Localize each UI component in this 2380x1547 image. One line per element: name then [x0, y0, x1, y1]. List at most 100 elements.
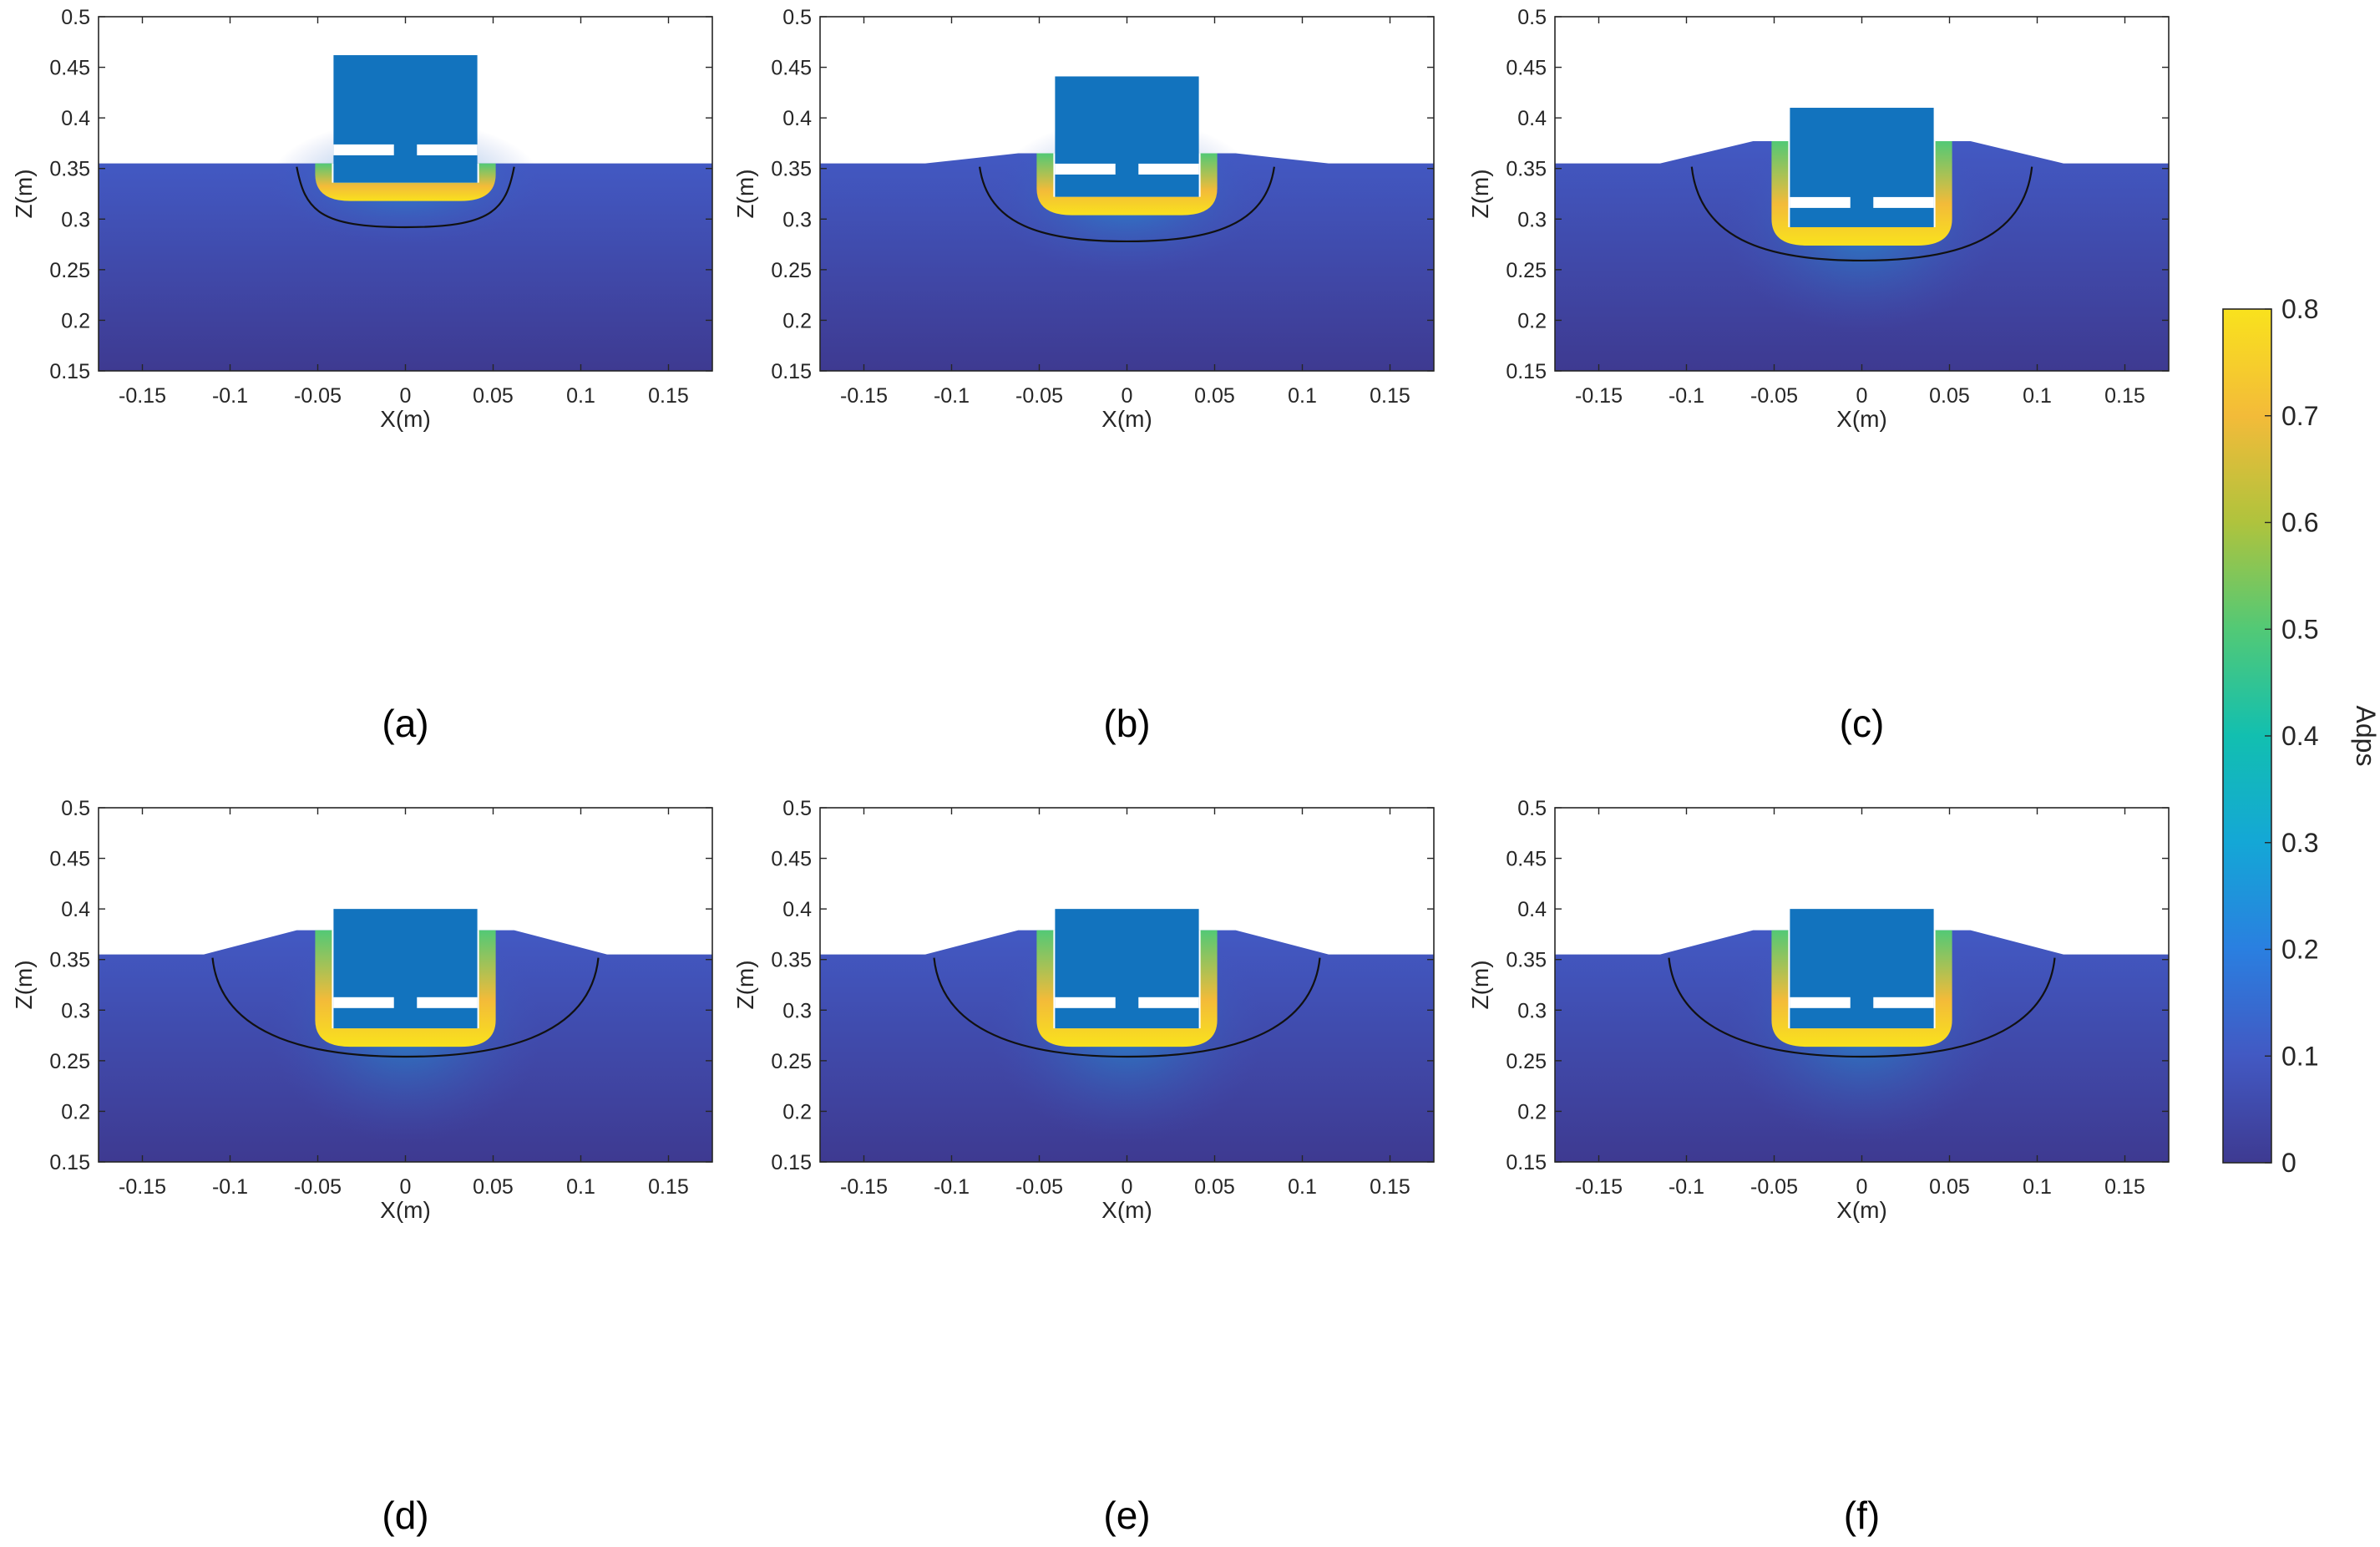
anchor-plate: [1790, 108, 1934, 227]
x-tick-label: 0.15: [648, 1175, 689, 1199]
x-tick-label: 0.1: [566, 1175, 595, 1199]
colorbar-tick-label: 0.1: [2281, 1041, 2318, 1071]
y-axis-label: Z(m): [1467, 960, 1493, 1009]
anchor-plate: [1055, 909, 1199, 1029]
contour-line: [1668, 957, 2056, 1058]
y-tick-label: 0.2: [782, 309, 812, 332]
y-tick-label: 0.45: [771, 848, 812, 871]
x-axis-label: X(m): [380, 1197, 431, 1223]
y-tick-label: 0.25: [49, 259, 90, 282]
x-tick-label: 0: [1122, 1175, 1133, 1199]
plot-area: [820, 76, 1434, 371]
plate-slot-left: [1055, 163, 1116, 175]
y-tick-label: 0.4: [782, 107, 812, 130]
contour-line: [1690, 166, 2033, 262]
plate-slot-right: [1138, 997, 1199, 1008]
panels: -0.15 -0.1 -0.05 0 0.05 0.1 0.15 0.15 0.2 0.25 0.3…: [11, 6, 2170, 1537]
x-tick-label: -0.15: [840, 384, 888, 408]
panel-3: -0.15 -0.1 -0.05 0 0.05 0.1 0.15 0.15 0.2 0.25 0.3…: [1467, 6, 2170, 745]
x-tick-label: 0.05: [1929, 384, 1970, 408]
x-axis-label: X(m): [1101, 406, 1152, 432]
y-tick-label: 0.35: [771, 949, 812, 972]
x-tick-label: 0.05: [1929, 1175, 1970, 1199]
colorbar-tick-label: 0.8: [2281, 294, 2318, 324]
y-tick-label: 0.25: [1506, 259, 1547, 282]
colorbar: 0 0.1 0.2 0.3 0.4 0.5 0.6 0.7 0.8 Adps: [2222, 294, 2380, 1178]
y-tick-label: 0.5: [1517, 797, 1547, 820]
panel-4: -0.15 -0.1 -0.05 0 0.05 0.1 0.15 0.15 0.2 0.25 0.3…: [11, 797, 713, 1537]
x-tick-label: -0.1: [212, 1175, 248, 1199]
x-tick-label: 0.1: [2023, 1175, 2052, 1199]
x-tick-label: -0.05: [1015, 384, 1063, 408]
plot-area: [99, 55, 712, 371]
panel-caption: (d): [382, 1494, 428, 1537]
y-tick-label: 0.3: [782, 999, 812, 1022]
plot-area: [1555, 108, 2169, 371]
y-tick-label: 0.25: [49, 1050, 90, 1073]
x-tick-label: 0.15: [2104, 1175, 2145, 1199]
plate-slot-right: [1138, 163, 1199, 175]
y-tick-label: 0.3: [782, 208, 812, 231]
plate-slot-left: [333, 144, 394, 155]
y-tick-label: 0.3: [61, 999, 90, 1022]
panel-6: -0.15 -0.1 -0.05 0 0.05 0.1 0.15 0.15 0.2 0.25 0.3…: [1467, 797, 2170, 1537]
panel-caption: (e): [1103, 1494, 1150, 1537]
panel-caption: (a): [382, 702, 428, 745]
y-tick-label: 0.15: [49, 1151, 90, 1174]
y-tick-label: 0.4: [1517, 898, 1547, 921]
plate-slot-left: [1790, 997, 1851, 1008]
x-tick-label: -0.15: [119, 1175, 166, 1199]
colorbar-tick-label: 0.6: [2281, 508, 2318, 538]
plate-slot-left: [1790, 196, 1851, 208]
y-tick-label: 0.25: [771, 259, 812, 282]
y-tick-label: 0.5: [1517, 6, 1547, 29]
y-tick-label: 0.45: [1506, 848, 1547, 871]
plot-area: [99, 909, 712, 1162]
y-tick-label: 0.3: [61, 208, 90, 231]
y-tick-label: 0.5: [61, 797, 90, 820]
x-tick-label: -0.1: [934, 384, 970, 408]
anchor-plate: [1790, 909, 1934, 1029]
y-tick-label: 0.5: [782, 6, 812, 29]
y-tick-label: 0.15: [771, 1151, 812, 1174]
x-tick-label: -0.1: [1669, 1175, 1704, 1199]
y-tick-label: 0.5: [782, 797, 812, 820]
contour-line: [296, 166, 515, 229]
y-tick-label: 0.3: [1517, 208, 1547, 231]
x-tick-label: -0.15: [119, 384, 166, 408]
y-tick-label: 0.2: [1517, 1100, 1547, 1123]
y-axis-label: Z(m): [732, 169, 758, 218]
y-axis-label: Z(m): [11, 169, 37, 218]
plate-slot-right: [1873, 997, 1934, 1008]
x-axis-label: X(m): [1101, 1197, 1152, 1223]
y-tick-label: 0.2: [1517, 309, 1547, 332]
y-tick-label: 0.4: [61, 107, 90, 130]
colorbar-tick-label: 0.3: [2281, 828, 2318, 858]
x-tick-label: -0.1: [934, 1175, 970, 1199]
x-tick-label: 0.15: [1370, 384, 1410, 408]
y-tick-label: 0.15: [1506, 360, 1547, 383]
y-tick-label: 0.2: [782, 1100, 812, 1123]
colorbar-tick-label: 0.4: [2281, 721, 2318, 751]
colorbar-tick-label: 0.2: [2281, 935, 2318, 965]
y-tick-label: 0.4: [782, 898, 812, 921]
panel-2: -0.15 -0.1 -0.05 0 0.05 0.1 0.15 0.15 0.2 0.25 0.3…: [732, 6, 1435, 745]
panel-5: -0.15 -0.1 -0.05 0 0.05 0.1 0.15 0.15 0.2 0.25 0.3…: [732, 797, 1435, 1537]
y-axis-label: Z(m): [11, 960, 37, 1009]
y-tick-label: 0.45: [1506, 57, 1547, 80]
soil-field: [99, 163, 712, 371]
y-tick-label: 0.45: [49, 57, 90, 80]
contour-line: [979, 166, 1275, 243]
y-tick-label: 0.3: [1517, 999, 1547, 1022]
x-tick-label: 0.1: [1288, 384, 1317, 408]
colorbar-tick-label: 0: [2281, 1148, 2296, 1178]
x-tick-label: 0: [400, 1175, 412, 1199]
x-tick-label: 0: [1856, 384, 1868, 408]
x-tick-label: 0.15: [648, 384, 689, 408]
x-tick-label: 0.15: [2104, 384, 2145, 408]
panel-caption: (b): [1103, 702, 1150, 745]
y-axis-label: Z(m): [1467, 169, 1493, 218]
x-tick-label: -0.05: [294, 384, 342, 408]
contour-line: [933, 957, 1321, 1058]
